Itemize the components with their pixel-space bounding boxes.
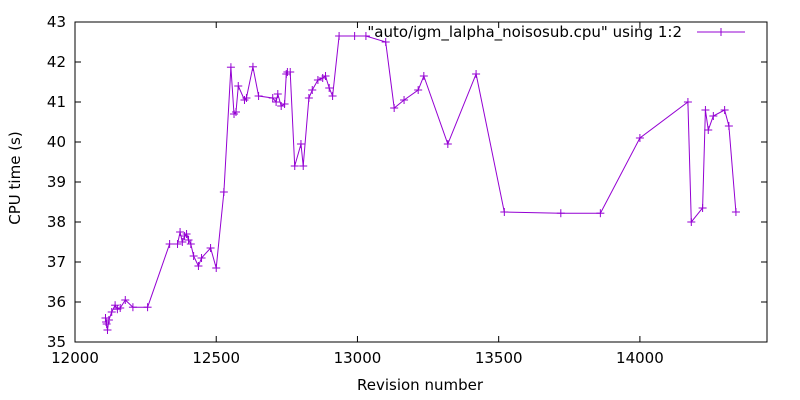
y-tick-label: 39	[47, 173, 66, 191]
data-point	[720, 106, 729, 114]
y-axis-ticks: 35 36 37 38 39 40 41 42 43	[47, 13, 767, 351]
x-axis-label: Revision number	[357, 376, 484, 394]
data-point	[325, 84, 334, 92]
series-layer	[101, 32, 740, 334]
data-point	[272, 98, 281, 106]
y-tick-label: 38	[47, 213, 66, 231]
data-point	[165, 240, 174, 248]
data-point	[313, 76, 322, 84]
data-point	[212, 264, 221, 272]
data-point	[182, 230, 191, 238]
data-point	[350, 32, 359, 40]
data-point	[296, 140, 305, 148]
data-point	[173, 240, 182, 248]
data-point	[596, 209, 605, 218]
data-point	[709, 112, 718, 120]
data-point	[280, 100, 289, 108]
y-tick-label: 43	[47, 13, 66, 31]
data-point	[194, 262, 203, 270]
data-point	[335, 32, 344, 40]
data-point	[277, 102, 286, 110]
data-point	[206, 244, 215, 252]
data-point	[186, 240, 195, 248]
data-point	[635, 134, 644, 142]
data-point	[290, 162, 299, 170]
data-point	[121, 296, 130, 304]
y-tick-label: 36	[47, 293, 66, 311]
data-point	[226, 63, 235, 72]
y-tick-label: 37	[47, 253, 66, 271]
x-tick-label: 13000	[334, 349, 382, 367]
x-tick-label: 12500	[192, 349, 240, 367]
plot-border	[74, 21, 768, 343]
data-point	[219, 188, 228, 196]
data-point	[390, 104, 399, 112]
data-point	[687, 218, 696, 226]
y-tick-label: 35	[47, 333, 66, 351]
data-point	[381, 38, 390, 46]
legend: "auto/igm_lalpha_noisosub.cpu" using 1:2	[367, 23, 745, 42]
data-point	[419, 72, 428, 80]
data-point	[414, 86, 423, 94]
data-point	[308, 86, 317, 94]
data-point	[724, 122, 733, 130]
y-axis-label: CPU time (s)	[6, 131, 24, 224]
y-tick-label: 41	[47, 93, 66, 111]
data-point	[400, 96, 409, 104]
x-axis-ticks: 12000 12500 13000 13500 14000	[51, 22, 664, 367]
data-point	[107, 308, 116, 316]
data-point	[189, 252, 198, 260]
series-line	[105, 35, 737, 331]
data-point	[184, 236, 193, 244]
data-point	[254, 92, 263, 100]
x-tick-label: 14000	[616, 349, 664, 367]
data-point	[443, 140, 452, 148]
data-point	[102, 320, 111, 328]
data-point	[242, 94, 251, 102]
y-tick-label: 40	[47, 133, 66, 151]
data-point	[361, 32, 370, 40]
data-point	[500, 208, 509, 216]
x-tick-label: 13500	[475, 349, 523, 367]
data-point	[178, 238, 187, 246]
plot-frame	[74, 21, 768, 343]
y-tick-label: 42	[47, 53, 66, 71]
x-tick-label: 12000	[51, 349, 99, 367]
data-point	[230, 110, 239, 118]
data-point	[556, 209, 565, 218]
data-point	[176, 228, 185, 236]
data-point	[268, 94, 277, 102]
data-point	[472, 70, 481, 78]
data-point	[234, 82, 243, 90]
data-point	[731, 208, 740, 216]
data-point	[328, 92, 337, 100]
data-point	[101, 314, 110, 322]
data-point	[683, 98, 692, 106]
data-point	[286, 68, 295, 76]
data-point	[282, 70, 291, 78]
data-point	[231, 108, 240, 116]
data-point	[240, 96, 249, 104]
data-point	[698, 204, 707, 212]
data-point	[116, 304, 125, 312]
data-point	[273, 90, 282, 98]
data-point	[197, 254, 206, 262]
data-point	[704, 126, 713, 134]
data-point	[248, 62, 257, 71]
data-point	[143, 303, 152, 312]
data-point	[180, 232, 189, 240]
data-point	[128, 303, 137, 312]
legend-entry-label: "auto/igm_lalpha_noisosub.cpu" using 1:2	[367, 23, 682, 42]
data-point	[104, 316, 113, 324]
data-point	[299, 162, 308, 170]
data-point	[321, 72, 330, 80]
data-point	[103, 326, 112, 334]
data-point	[304, 94, 313, 102]
data-point	[701, 106, 710, 114]
